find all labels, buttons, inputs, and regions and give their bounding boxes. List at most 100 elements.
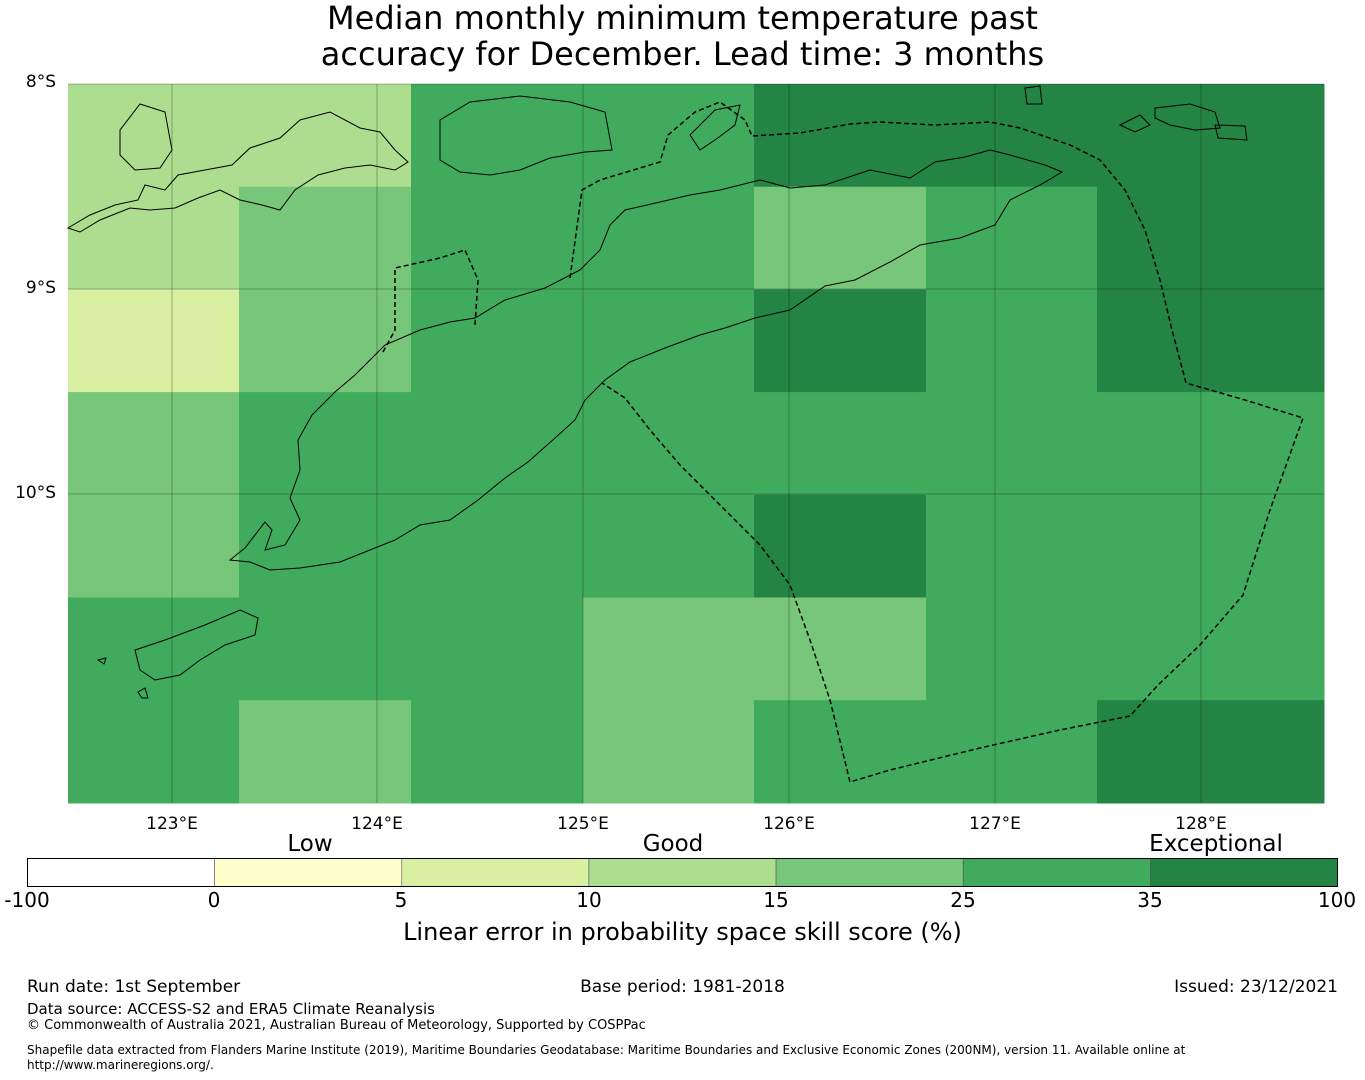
colorbar-tick-25: 25	[950, 888, 976, 912]
skill-cell-r4-c0	[68, 494, 240, 598]
skill-cell-r4-c2	[411, 494, 584, 598]
colorbar-segment-1	[214, 858, 403, 887]
copyright: © Commonwealth of Australia 2021, Austra…	[27, 1018, 646, 1033]
skill-cell-r1-c3	[583, 186, 755, 290]
skill-cell-r0-c4	[754, 84, 927, 188]
skill-cell-r3-c0	[68, 392, 240, 496]
colorbar-tick-5: 5	[394, 888, 408, 912]
wetar-coastline	[689, 104, 741, 151]
category-good: Good	[642, 831, 704, 857]
colorbar-segment-0	[27, 858, 215, 887]
skill-cell-r4-c1	[239, 494, 412, 598]
small-island-3	[1024, 85, 1043, 105]
skill-cell-r4-c6	[1097, 494, 1325, 598]
colorbar-segment-2	[401, 858, 590, 887]
colorbar-tick-m100: -100	[4, 888, 50, 912]
skill-cell-r3-c6	[1097, 392, 1325, 496]
skill-cell-r0-c2	[411, 84, 584, 188]
skill-cell-r2-c2	[411, 289, 584, 393]
colorbar-tick-15: 15	[763, 888, 789, 912]
skill-cell-r5-c0	[68, 597, 240, 701]
small-island-2	[1214, 124, 1248, 141]
skill-cell-r5-c5	[926, 597, 1098, 701]
colorbar	[27, 858, 1338, 887]
rote-coastline	[134, 609, 259, 681]
lon-label-125e: 125°E	[557, 814, 609, 834]
skill-cell-r1-c0	[68, 186, 240, 290]
category-low: Low	[287, 831, 333, 857]
skill-cell-r5-c6	[1097, 597, 1325, 701]
lon-label-126e: 126°E	[763, 814, 815, 834]
issued-date: Issued: 23/12/2021	[1174, 977, 1338, 997]
data-source: Data source: ACCESS-S2 and ERA5 Climate …	[27, 1000, 435, 1018]
category-exceptional: Exceptional	[1149, 831, 1283, 857]
skill-cell-r0-c1	[239, 84, 412, 188]
skill-cell-r0-c5	[926, 84, 1098, 188]
skill-cell-r3-c3	[583, 392, 755, 496]
colorbar-label: Linear error in probability space skill …	[403, 918, 962, 946]
skill-cell-r2-c0	[68, 289, 240, 393]
small-island-5	[137, 687, 149, 699]
east-islands-coastline	[1154, 103, 1221, 131]
skill-cell-r6-c4	[754, 700, 927, 804]
oecusse-boundary	[382, 249, 479, 353]
colorbar-frame	[27, 858, 1338, 887]
north-island-coastline	[119, 103, 173, 171]
alor-coastline	[439, 95, 613, 176]
colorbar-segment-5	[962, 858, 1151, 887]
lat-label-8s: 8°S	[25, 72, 56, 92]
skill-cell-r5-c4	[754, 597, 927, 701]
skill-cell-r4-c3	[583, 494, 755, 598]
skill-cell-r5-c1	[239, 597, 412, 701]
lon-label-128e: 128°E	[1175, 814, 1227, 834]
skill-map	[66, 83, 1325, 804]
skill-cell-r2-c5	[926, 289, 1098, 393]
colorbar-tick-100: 100	[1317, 888, 1357, 912]
skill-cell-r2-c1	[239, 289, 412, 393]
skill-cell-r6-c6	[1097, 700, 1325, 804]
coastlines	[66, 85, 1248, 699]
map-title-line-2: accuracy for December. Lead time: 3 mont…	[320, 35, 1045, 73]
shapefile-credit: Shapefile data extracted from Flanders M…	[27, 1043, 1186, 1072]
colorbar-segment-6	[1150, 858, 1338, 887]
skill-cell-r1-c6	[1097, 186, 1325, 290]
run-date: Run date: 1st September	[27, 977, 241, 997]
skill-cell-r6-c2	[411, 700, 584, 804]
skill-cell-r1-c2	[411, 186, 584, 290]
lon-label-123e: 123°E	[146, 814, 198, 834]
lat-label-9s: 9°S	[25, 278, 56, 298]
graticule	[68, 83, 1324, 803]
colorbar-tick-0: 0	[207, 888, 221, 912]
flores-coastline	[66, 111, 409, 233]
skill-cell-r3-c5	[926, 392, 1098, 496]
skill-cell-r2-c6	[1097, 289, 1325, 393]
colorbar-segment-4	[775, 858, 964, 887]
small-island-4	[96, 657, 107, 665]
skill-cell-r5-c2	[411, 597, 584, 701]
small-island-1	[1118, 114, 1151, 133]
skill-cell-r4-c4	[754, 494, 927, 598]
skill-cell-r3-c2	[411, 392, 584, 496]
skill-cell-r2-c4	[754, 289, 927, 393]
colorbar-tick-10: 10	[576, 888, 602, 912]
skill-cell-r6-c1	[239, 700, 412, 804]
skill-cell-r0-c3	[583, 84, 755, 188]
lat-label-10s: 10°S	[15, 483, 56, 503]
skill-cell-r3-c4	[754, 392, 927, 496]
map-title-line-1: Median monthly minimum temperature past	[327, 0, 1038, 37]
colorbar-tick-35: 35	[1137, 888, 1163, 912]
skill-cell-r1-c4	[754, 186, 927, 290]
skill-cell-r0-c6	[1097, 84, 1325, 188]
colorbar-segment-3	[588, 858, 777, 887]
skill-cell-r4-c5	[926, 494, 1098, 598]
timor-coastline	[228, 149, 1064, 571]
map-title: Median monthly minimum temperature past …	[0, 0, 1365, 72]
maritime-boundaries	[382, 101, 1304, 783]
skill-cell-r3-c1	[239, 392, 412, 496]
colorbar-segments	[27, 858, 1338, 887]
skill-cell-r0-c0	[68, 84, 240, 188]
skill-cell-r5-c3	[583, 597, 755, 701]
skill-cell-r6-c5	[926, 700, 1098, 804]
lon-label-124e: 124°E	[351, 814, 403, 834]
skill-cell-r1-c5	[926, 186, 1098, 290]
